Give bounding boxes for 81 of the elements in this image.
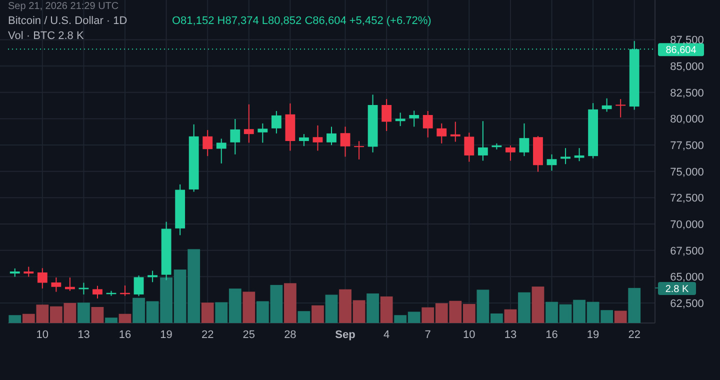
x-tick-label: 13 xyxy=(78,329,90,341)
candlestick xyxy=(340,126,350,158)
bar xyxy=(91,306,104,323)
candlestick xyxy=(546,154,557,172)
candlestick xyxy=(326,126,336,146)
bar xyxy=(532,286,544,323)
bar xyxy=(380,296,393,323)
candlestick xyxy=(216,138,226,164)
candlestick xyxy=(395,112,406,127)
bar xyxy=(284,283,296,323)
annotation: Sep 21, 2026 21:29 UTC xyxy=(8,1,119,12)
x-tick-label: 22 xyxy=(628,329,640,341)
candlestick xyxy=(422,110,433,138)
y-tick-label: 85,000 xyxy=(670,61,704,74)
candlestick xyxy=(560,148,570,165)
x-tick-label: Sep xyxy=(335,329,356,341)
bar xyxy=(105,318,118,323)
x-tick-label: 19 xyxy=(586,329,600,341)
bar xyxy=(366,293,379,323)
annotation: Vol · BTC 2.8 K xyxy=(8,30,84,42)
candlestick xyxy=(148,270,158,283)
candlestick xyxy=(271,110,282,134)
candlestick xyxy=(230,118,240,155)
y-tick-label: 75,000 xyxy=(670,166,704,178)
candlestick xyxy=(354,140,364,160)
candlestick xyxy=(574,148,584,162)
y-tick-label: 62,500 xyxy=(670,298,704,310)
candlestick xyxy=(37,268,48,289)
x-tick-label: 16 xyxy=(546,329,558,341)
x-tick-label: 10 xyxy=(36,329,49,341)
y-tick-label: 80,000 xyxy=(670,114,704,126)
bar xyxy=(614,310,627,323)
x-tick-label: 19 xyxy=(160,329,172,341)
candlestick xyxy=(436,122,447,144)
candlestick xyxy=(92,285,102,299)
bar xyxy=(504,309,517,323)
candlestick xyxy=(382,98,392,132)
bar xyxy=(118,314,132,323)
candlestick xyxy=(602,98,612,112)
x-tick-label: 4 xyxy=(384,329,390,341)
y-tick-label: 70,000 xyxy=(670,219,704,232)
candlestick xyxy=(450,121,460,142)
candlestick xyxy=(134,275,144,297)
bar xyxy=(242,292,256,323)
bar xyxy=(628,288,641,323)
text: O81,152 H87,374 L80,852 C86,604 +5,452 (+6.72%) xyxy=(172,15,432,27)
bar xyxy=(8,315,22,323)
candlestick xyxy=(312,124,323,152)
candlestick xyxy=(299,134,309,147)
bar xyxy=(312,305,324,323)
y-tick-label: 67,500 xyxy=(670,245,704,258)
text: Bitcoin / U.S. Dollar · 1D xyxy=(8,15,128,27)
bar xyxy=(325,294,338,323)
candlestick xyxy=(244,104,254,144)
candlestick xyxy=(519,122,530,157)
bar xyxy=(518,292,530,323)
y-tick-label: 77,500 xyxy=(670,140,704,152)
candlestick xyxy=(24,266,34,278)
y-tick-label: 72,500 xyxy=(670,192,704,205)
x-tick-label: 22 xyxy=(201,329,214,341)
x-tick-label: 10 xyxy=(463,329,476,341)
bar xyxy=(78,302,90,323)
candlestick xyxy=(409,110,420,128)
bar xyxy=(298,311,310,323)
y-tick-label: 82,500 xyxy=(670,87,704,100)
x-tick-label: 28 xyxy=(284,329,296,341)
x-tick-label: 25 xyxy=(242,329,256,341)
bar xyxy=(201,302,214,323)
candlestick xyxy=(51,277,62,292)
candlestick xyxy=(506,144,516,162)
x-tick-label: 16 xyxy=(118,329,132,341)
x-tick-label: 13 xyxy=(504,329,517,341)
candlestick xyxy=(202,130,213,157)
candlestick xyxy=(478,120,488,162)
ref-line-label: 86,604 xyxy=(666,45,697,56)
y-tick-label: 65,000 xyxy=(670,272,704,284)
y2-tick-label: 2.8 K xyxy=(665,284,689,295)
candlestick xyxy=(616,98,626,118)
x-tick-label: 7 xyxy=(424,329,431,341)
candlestick xyxy=(258,122,268,144)
candlestick xyxy=(464,132,474,162)
